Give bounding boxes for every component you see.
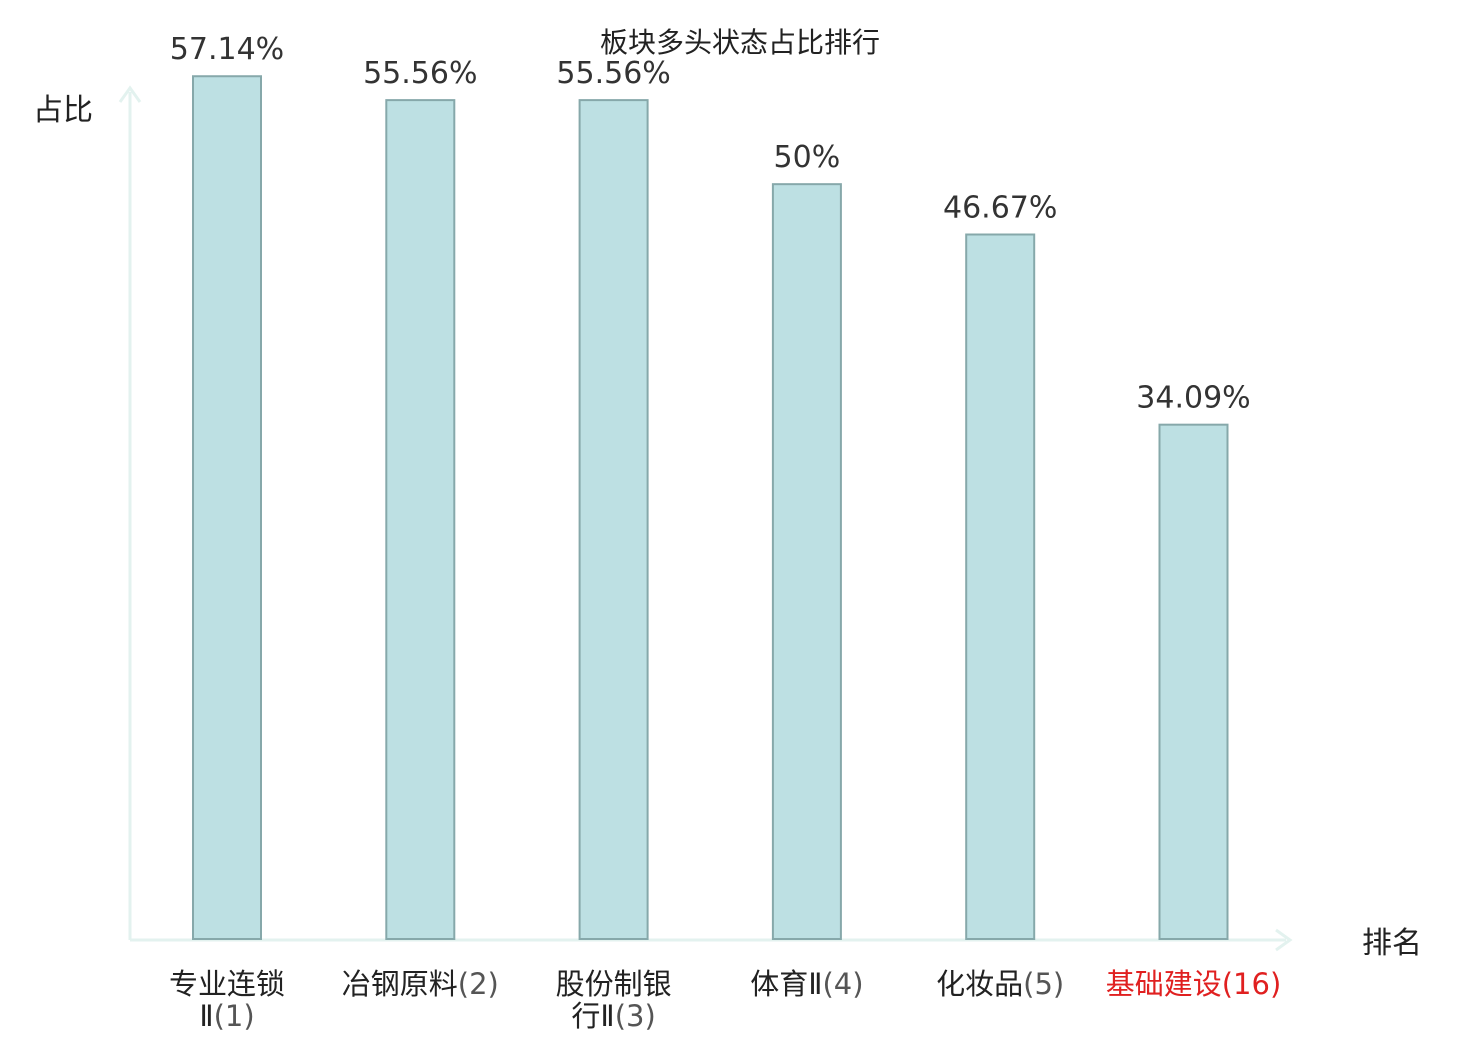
- value-label-6: 34.09%: [1136, 381, 1250, 416]
- x-tick-label-1-line-1: 专业连锁: [169, 967, 285, 1001]
- x-tick-label-4-line-1: 体育Ⅱ(4): [750, 967, 863, 1001]
- value-label-3: 55.56%: [556, 56, 670, 91]
- bar-3: [578, 99, 649, 941]
- bar-4: [771, 183, 842, 940]
- bar-2: [385, 99, 456, 941]
- bar-1: [192, 75, 262, 941]
- value-label-4: 50%: [774, 140, 841, 175]
- x-axis-arrow: [1275, 928, 1293, 952]
- x-tick-label-3-line-1: 股份制银: [556, 967, 672, 1001]
- bar-5: [965, 233, 1036, 940]
- bar-6: [1158, 423, 1229, 940]
- x-tick-label-2-line-1: 冶钢原料(2): [342, 967, 499, 1001]
- x-tick-label-3-line-2: 行Ⅱ(3): [571, 999, 655, 1033]
- value-label-2: 55.56%: [363, 56, 477, 91]
- value-label-1: 57.14%: [170, 32, 284, 67]
- y-axis-label: 占比: [33, 93, 93, 128]
- x-tick-label-5-line-1: 化妆品(5): [936, 967, 1064, 1001]
- x-tick-label-1-line-2: Ⅱ(1): [199, 999, 254, 1033]
- x-axis-label: 排名: [1362, 926, 1422, 961]
- x-tick-label-6-line-1: 基础建设(16): [1106, 967, 1282, 1001]
- value-label-5: 46.67%: [943, 191, 1057, 226]
- y-axis-arrow: [118, 85, 142, 103]
- chart-title: 板块多头状态占比排行: [600, 26, 880, 59]
